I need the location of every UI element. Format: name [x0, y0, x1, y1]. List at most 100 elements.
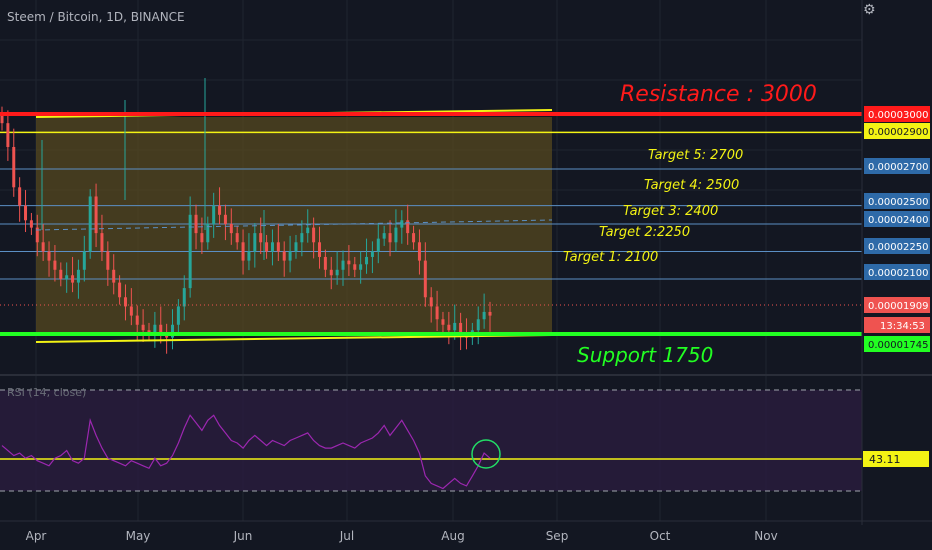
- candle-body: [359, 264, 363, 270]
- candle-body: [482, 311, 486, 320]
- candle-body: [41, 242, 45, 252]
- candle-body: [276, 242, 280, 252]
- price-label-target-2: 0.00002700: [864, 158, 930, 174]
- candle-body: [106, 251, 110, 270]
- time-label-aug: Aug: [441, 529, 464, 543]
- candle-body: [335, 269, 339, 276]
- price-label-text: 0.00001745: [868, 340, 928, 351]
- price-label-text: 0.00002250: [868, 242, 928, 253]
- candle-body: [253, 233, 257, 252]
- candle-body: [353, 264, 357, 270]
- candle-body: [71, 275, 75, 283]
- candle-body: [488, 311, 492, 316]
- price-label-bg: [864, 297, 930, 313]
- candle-body: [229, 223, 233, 234]
- price-label-yellow-1: 0.00002900: [864, 123, 930, 139]
- candle-body: [76, 269, 80, 283]
- target-3-text: Target 3: 2400: [623, 204, 718, 219]
- price-label-target-5: 0.00002250: [864, 238, 930, 254]
- candle-body: [53, 260, 57, 270]
- candle-body: [171, 324, 175, 338]
- target-2-text: Target 2:2250: [599, 225, 690, 240]
- price-label-bg: [864, 106, 930, 122]
- rsi-value-text: 43.11: [869, 453, 901, 466]
- candle-body: [288, 251, 292, 261]
- candle-body: [159, 324, 163, 334]
- candle-body: [270, 242, 274, 252]
- price-label-text: 0.00002500: [868, 197, 928, 208]
- candle-body: [347, 260, 351, 265]
- time-label-sep: Sep: [546, 529, 569, 543]
- candle-body: [118, 282, 122, 298]
- target-1-text: Target 1: 2100: [563, 250, 658, 265]
- candle-body: [412, 233, 416, 243]
- candle-body: [453, 322, 457, 331]
- price-axis[interactable]: 0.00003000 0.00002900 0.00002700 0.00002500…: [864, 106, 930, 352]
- candle-body: [435, 306, 439, 320]
- candle-body: [141, 324, 145, 331]
- support-text: Support 1750: [577, 343, 713, 367]
- candle-body: [24, 205, 28, 221]
- candle-body: [300, 233, 304, 243]
- candle-body: [423, 260, 427, 298]
- price-label-resistance-0: 0.00003000: [864, 106, 930, 122]
- resistance-text: Resistance : 3000: [620, 82, 817, 107]
- candle-body: [235, 233, 239, 243]
- candle-body: [212, 205, 216, 224]
- candle-body: [176, 306, 180, 325]
- rsi-value-badge: [863, 451, 929, 467]
- gear-icon[interactable]: ⚙: [863, 2, 876, 18]
- candle-body: [88, 196, 92, 252]
- level-lines: [0, 131, 862, 280]
- price-label-target-4: 0.00002400: [864, 211, 930, 227]
- candle-body: [0, 114, 4, 124]
- candle-body: [312, 227, 316, 243]
- price-label-bg: [864, 193, 930, 209]
- candle-body: [12, 146, 16, 188]
- candle-body: [341, 260, 345, 270]
- price-label-text: 0.00002700: [868, 162, 928, 173]
- candle-body: [129, 306, 133, 316]
- candle-body: [329, 269, 333, 276]
- rsi-line: [1, 414, 491, 490]
- candle-body: [376, 238, 380, 252]
- candle-body: [365, 256, 369, 265]
- time-label-may: May: [126, 529, 151, 543]
- price-label-text: 0.00003000: [868, 110, 928, 121]
- candle-body: [153, 324, 157, 334]
- price-label-bg: [864, 264, 930, 280]
- price-label-bg: [864, 211, 930, 227]
- candle-body: [135, 315, 139, 325]
- candle-body: [182, 288, 186, 307]
- candle-body: [94, 196, 98, 234]
- time-label-nov: Nov: [754, 529, 777, 543]
- candle-body: [306, 227, 310, 234]
- candle-body: [441, 319, 445, 325]
- time-label-jun: Jun: [233, 529, 253, 543]
- candle-body: [200, 233, 204, 243]
- price-label-text: 13:34:53: [880, 321, 925, 332]
- candle-body: [394, 227, 398, 243]
- price-label-bg: [864, 123, 930, 139]
- candle-body: [265, 242, 269, 252]
- candle-body: [406, 220, 410, 234]
- candle-body: [241, 242, 245, 261]
- candle-body: [282, 251, 286, 261]
- symbol-title[interactable]: Steem / Bitcoin, 1D, BINANCE: [7, 10, 185, 24]
- candle-body: [59, 269, 63, 279]
- price-label-text: 0.00002100: [868, 268, 928, 279]
- candle-body: [112, 269, 116, 283]
- price-label-bg: [864, 336, 930, 352]
- time-axis[interactable]: Apr May Jun Jul Aug Sep Oct Nov: [26, 529, 778, 543]
- price-label-bg: [864, 317, 930, 333]
- candle-body: [476, 319, 480, 331]
- candle-body: [259, 233, 263, 243]
- candles: [0, 78, 492, 354]
- rsi-label[interactable]: RSI (14, close): [7, 386, 87, 399]
- time-label-jul: Jul: [339, 529, 354, 543]
- price-label-target-6: 0.00002100: [864, 264, 930, 280]
- price-label-text: 0.00001909: [868, 301, 928, 312]
- candle-body: [429, 297, 433, 307]
- price-label-text: 0.00002400: [868, 215, 928, 226]
